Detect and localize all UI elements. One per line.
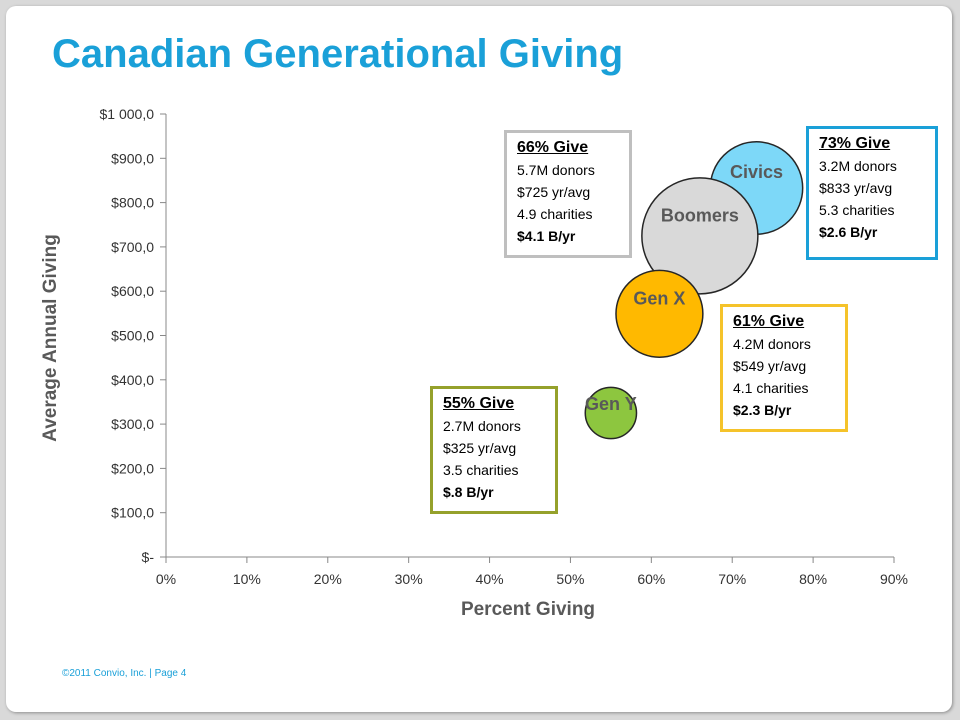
x-tick-label: 80% <box>799 571 827 587</box>
y-tick-label: $100,0 <box>111 505 154 521</box>
slide: $- $100,0 $200,0 $300,0 $400,0 $500,0 $600,0 $7… <box>6 6 952 712</box>
civics-bubble-label: Civics <box>730 162 783 182</box>
callout-donors: 4.2M donors <box>733 336 811 352</box>
callout-total: $4.1 B/yr <box>517 228 576 244</box>
callout-charities: 4.1 charities <box>733 380 809 396</box>
callout-donors: 5.7M donors <box>517 162 595 178</box>
y-tick-label: $400,0 <box>111 372 154 388</box>
callout-average: $725 yr/avg <box>517 184 591 200</box>
callout-donors: 2.7M donors <box>443 418 521 434</box>
y-tick-label: $1 000,0 <box>100 106 155 122</box>
callout-donors: 3.2M donors <box>819 158 897 174</box>
callout-average: $833 yr/avg <box>819 180 893 196</box>
y-tick-label: $200,0 <box>111 460 154 476</box>
civics-callout: 73% Give 3.2M donors $833 yr/avg 5.3 cha… <box>806 126 938 260</box>
x-tick-label: 60% <box>637 571 665 587</box>
x-tick-label: 30% <box>395 571 423 587</box>
footer-text: ©2011 Convio, Inc. | Page 4 <box>62 668 187 679</box>
y-tick-label: $- <box>142 549 155 565</box>
callout-total: $2.3 B/yr <box>733 402 792 418</box>
callout-heading: 73% Give <box>819 135 891 152</box>
x-tick-label: 90% <box>880 571 908 587</box>
boomers-bubble <box>641 177 759 295</box>
y-tick-label: $500,0 <box>111 328 154 344</box>
geny-callout: 55% Give 2.7M donors $325 yr/avg 3.5 cha… <box>430 386 558 514</box>
callout-charities: 5.3 charities <box>819 202 895 218</box>
y-tick-label: $600,0 <box>111 283 154 299</box>
y-axis-title: Average Annual Giving <box>40 234 61 442</box>
callout-average: $549 yr/avg <box>733 358 807 374</box>
callout-total: $2.6 B/yr <box>819 224 878 240</box>
boomers-callout: 66% Give 5.7M donors $725 yr/avg 4.9 cha… <box>504 130 632 258</box>
page-title: Canadian Generational Giving <box>52 32 624 76</box>
y-tick-label: $900,0 <box>111 150 154 166</box>
gen-y-bubble <box>584 386 638 440</box>
genx-callout: 61% Give 4.2M donors $549 yr/avg 4.1 cha… <box>720 304 848 432</box>
x-tick-label: 20% <box>314 571 342 587</box>
gen-x-bubble-label: Gen X <box>633 289 685 309</box>
x-tick-label: 40% <box>476 571 504 587</box>
boomers-bubble-label: Boomers <box>661 206 739 226</box>
callout-heading: 61% Give <box>733 313 805 330</box>
callout-total: $.8 B/yr <box>443 484 494 500</box>
callout-average: $325 yr/avg <box>443 440 517 456</box>
callout-charities: 3.5 charities <box>443 462 519 478</box>
y-tick-label: $700,0 <box>111 239 154 255</box>
bubble-chart: $- $100,0 $200,0 $300,0 $400,0 $500,0 $600,0 $7… <box>40 106 908 620</box>
y-tick-label: $800,0 <box>111 195 154 211</box>
x-tick-label: 0% <box>156 571 176 587</box>
gen-y-bubble-label: Gen Y <box>585 394 637 414</box>
x-tick-label: 70% <box>718 571 746 587</box>
x-tick-label: 10% <box>233 571 261 587</box>
callout-charities: 4.9 charities <box>517 206 593 222</box>
x-tick-label: 50% <box>556 571 584 587</box>
callout-heading: 55% Give <box>443 395 515 412</box>
gen-x-bubble <box>615 269 704 358</box>
y-tick-label: $300,0 <box>111 416 154 432</box>
x-axis-title: Percent Giving <box>461 599 595 620</box>
callout-heading: 66% Give <box>517 139 589 156</box>
